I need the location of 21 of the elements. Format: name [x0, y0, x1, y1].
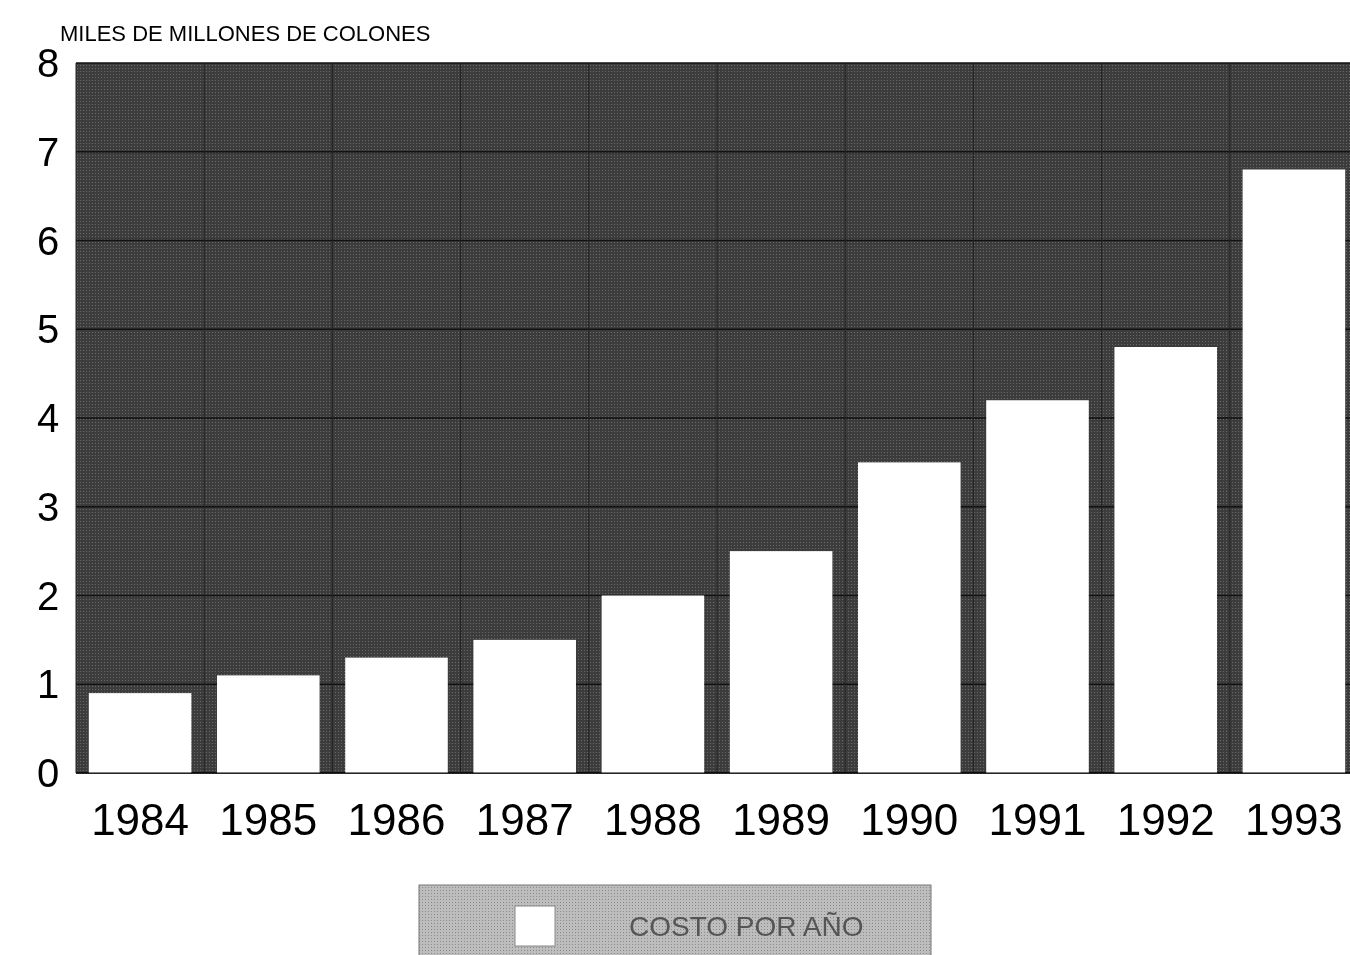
- y-tick-label: 0: [36, 751, 60, 795]
- y-tick-label: 4: [36, 396, 60, 440]
- y-tick-label: 6: [36, 218, 60, 263]
- x-tick-label: 1991: [988, 795, 1087, 844]
- x-tick-label: 1987: [475, 795, 574, 844]
- y-tick-label: 3: [36, 484, 60, 529]
- x-tick-label: 1988: [603, 795, 702, 844]
- y-tick-label: 8: [36, 41, 60, 85]
- x-tick-label: 1986: [347, 795, 446, 844]
- y-tick-label: 2: [36, 573, 60, 618]
- text: COSTO POR AÑO: [629, 910, 864, 942]
- y-tick-label: 1: [36, 662, 60, 707]
- x-tick-label: 1985: [219, 795, 318, 844]
- x-tick-label: 1990: [860, 795, 959, 844]
- x-tick-label: 1992: [1116, 795, 1215, 844]
- x-tick-label: 1984: [91, 795, 190, 844]
- x-tick-label: 1989: [732, 795, 831, 844]
- y-tick-label: 7: [36, 129, 60, 174]
- y-tick-label: 5: [36, 307, 60, 352]
- x-tick-label: 1993: [1244, 795, 1343, 844]
- y-axis-title: MILES DE MILLONES DE COLONES: [60, 21, 431, 46]
